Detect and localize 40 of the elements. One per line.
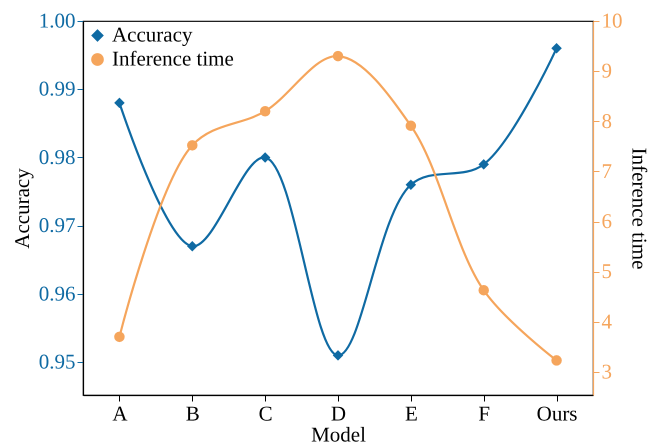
- y2-tick-label: 6: [602, 209, 612, 234]
- point: [332, 50, 344, 62]
- y2-tick-label: 4: [602, 309, 612, 334]
- x-tick-label: Ours: [536, 402, 578, 426]
- point: [551, 355, 562, 366]
- point: [114, 98, 125, 108]
- x-tick-label: A: [112, 402, 128, 426]
- y2-tick-label: 5: [602, 259, 612, 284]
- x-tick-label: B: [186, 402, 200, 426]
- point: [114, 332, 125, 342]
- x-tick-label: E: [404, 402, 418, 426]
- y2-axis-title: Inference time: [628, 148, 651, 270]
- y2-tick-label: 3: [602, 359, 612, 384]
- y2-tick-label: 8: [602, 108, 612, 133]
- y-tick-label: 0.99: [38, 76, 76, 101]
- point: [260, 106, 270, 116]
- y-tick-label: 0.98: [38, 144, 76, 169]
- point: [332, 350, 344, 361]
- legend-label: Inference time: [112, 46, 234, 70]
- point: [478, 284, 489, 296]
- y-tick-label: 0.97: [38, 213, 76, 238]
- y2-tick-label: 10: [602, 8, 622, 32]
- point: [187, 240, 198, 252]
- point: [551, 43, 562, 54]
- y-axis-title: Accuracy: [10, 168, 34, 249]
- x-tick-label: D: [330, 402, 346, 426]
- point: [478, 159, 489, 170]
- point: [406, 120, 416, 132]
- y-tick-label: 0.96: [38, 281, 76, 306]
- y-tick-label: 0.95: [38, 350, 76, 374]
- y2-tick-label: 7: [602, 158, 612, 183]
- x-tick-label: F: [478, 402, 490, 426]
- point: [187, 140, 198, 151]
- legend-label: Accuracy: [112, 22, 193, 46]
- point: [260, 152, 270, 163]
- point: [406, 180, 416, 190]
- x-tick-label: C: [258, 402, 273, 426]
- y-tick-label: 1.00: [38, 8, 76, 32]
- x-axis-title: Model: [311, 422, 366, 446]
- y2-tick-label: 9: [602, 58, 612, 83]
